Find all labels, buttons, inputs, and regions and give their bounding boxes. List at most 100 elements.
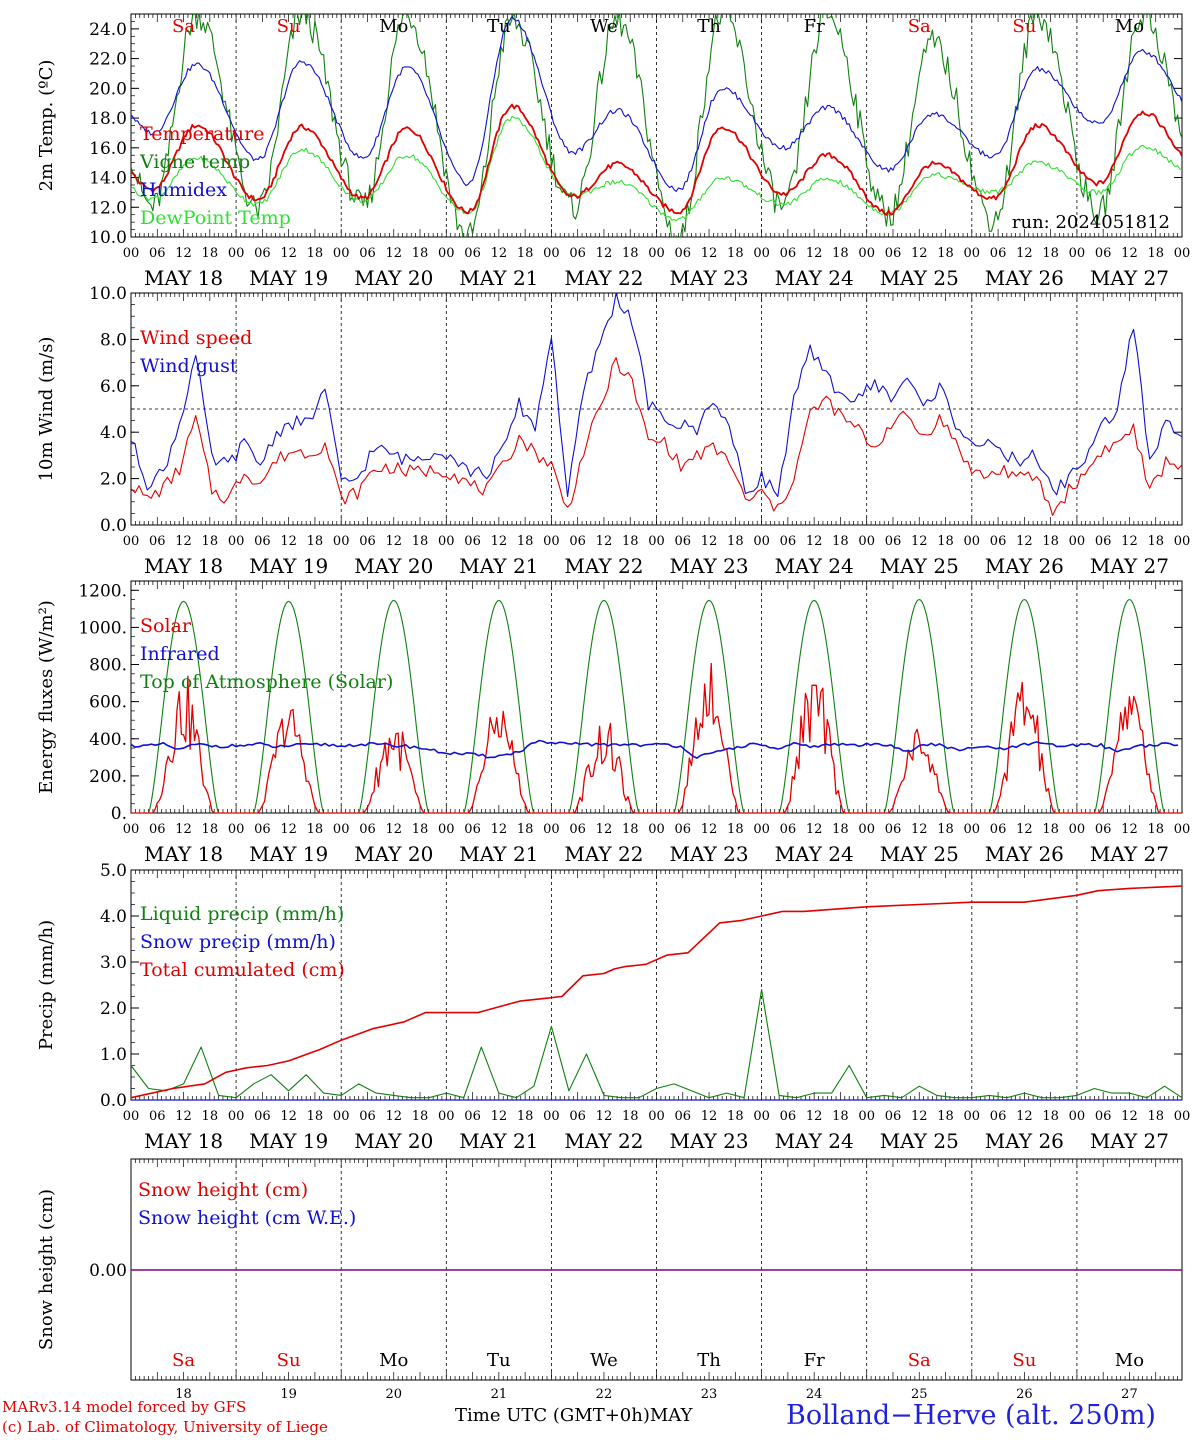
- hour-label: 06: [359, 534, 376, 549]
- hour-label: 00: [1069, 246, 1086, 261]
- hour-label: 18: [937, 822, 954, 837]
- hour-label: 06: [1095, 534, 1112, 549]
- hour-label: 00: [543, 246, 560, 261]
- hour-label: 00: [753, 822, 770, 837]
- y-tick-label: 1200.: [78, 581, 127, 601]
- hour-label: 18: [1042, 246, 1059, 261]
- day-label: MAY 23: [669, 554, 748, 578]
- series-line-infrared: [130, 739, 1179, 759]
- y-tick-label: 600.: [89, 693, 127, 713]
- hour-label: 12: [911, 1109, 928, 1124]
- weekday-label: We: [590, 16, 618, 37]
- day-number-label: 25: [911, 1387, 928, 1402]
- day-label: MAY 27: [1090, 1129, 1169, 1153]
- hour-label: 18: [937, 534, 954, 549]
- hour-label: 06: [464, 534, 481, 549]
- hour-label: 06: [1095, 822, 1112, 837]
- hour-label: 06: [1095, 1109, 1112, 1124]
- hour-label: 18: [622, 822, 639, 837]
- hour-label: 12: [385, 534, 402, 549]
- hour-label: 18: [1042, 534, 1059, 549]
- day-label: MAY 20: [354, 266, 433, 290]
- day-label: MAY 24: [775, 554, 854, 578]
- weekday-label: Su: [277, 1350, 301, 1371]
- hour-label: 00: [753, 246, 770, 261]
- hour-label: 06: [990, 534, 1007, 549]
- hour-label: 06: [1095, 246, 1112, 261]
- legend-entry: DewPoint Temp: [140, 207, 291, 229]
- hour-label: 00: [753, 1109, 770, 1124]
- day-label: MAY 23: [669, 842, 748, 866]
- panel-temp: 10.0 12.0 14.0 16.0 18.0 20.0 22.0 24.0 2m Temp.…: [36, 13, 1190, 290]
- y-tick-label: 2.0: [100, 999, 127, 1019]
- hour-label: 12: [701, 246, 718, 261]
- hour-label: 00: [964, 822, 981, 837]
- hour-label: 06: [464, 1109, 481, 1124]
- hour-label: 18: [622, 246, 639, 261]
- hour-label: 00: [438, 822, 455, 837]
- weekday-label: Sa: [172, 16, 195, 37]
- hour-label: 06: [885, 1109, 902, 1124]
- y-axis-label: 2m Temp. (ºC): [36, 60, 57, 192]
- day-label: MAY 25: [880, 266, 959, 290]
- y-tick-label: 200.: [89, 767, 127, 787]
- hour-label: 06: [990, 1109, 1007, 1124]
- weekday-label: Sa: [172, 1350, 195, 1371]
- hour-label: 12: [1016, 1109, 1033, 1124]
- hour-label: 06: [359, 246, 376, 261]
- series-line-wind-gust: [130, 292, 1183, 498]
- hour-label: 00: [543, 1109, 560, 1124]
- hour-label: 12: [491, 534, 508, 549]
- hour-label: 00: [858, 1109, 875, 1124]
- hour-label: 18: [517, 822, 534, 837]
- hour-label: 06: [149, 1109, 166, 1124]
- y-axis-label: 10m Wind (m/s): [36, 337, 57, 482]
- hour-label: 06: [675, 822, 692, 837]
- day-label: MAY 19: [249, 842, 328, 866]
- hour-label: 06: [885, 822, 902, 837]
- hour-label: 06: [675, 246, 692, 261]
- weekday-label: Sa: [908, 16, 931, 37]
- hour-label: 06: [254, 246, 271, 261]
- weekday-label: Th: [697, 1350, 721, 1371]
- y-tick-label: 4.0: [100, 423, 127, 443]
- y-tick-label: 20.0: [89, 79, 127, 99]
- legend-entry: Wind gust: [140, 355, 238, 377]
- weekday-label: Tu: [487, 1350, 511, 1371]
- day-label: MAY 19: [249, 554, 328, 578]
- hour-label: 12: [806, 822, 823, 837]
- hour-label: 18: [202, 534, 219, 549]
- day-label: MAY 21: [459, 266, 538, 290]
- hour-label: 00: [1174, 1109, 1191, 1124]
- hour-label: 18: [622, 1109, 639, 1124]
- hour-label: 18: [832, 534, 849, 549]
- hour-label: 18: [517, 534, 534, 549]
- station-label: Bolland−Herve (alt. 250m): [786, 1400, 1156, 1431]
- hour-label: 06: [885, 246, 902, 261]
- hour-label: 12: [1016, 822, 1033, 837]
- hour-label: 18: [1042, 1109, 1059, 1124]
- y-tick-label: 800.: [89, 656, 127, 676]
- hour-label: 00: [858, 822, 875, 837]
- hour-label: 12: [911, 534, 928, 549]
- hour-label: 18: [1147, 534, 1164, 549]
- y-tick-label: 18.0: [89, 109, 127, 129]
- day-label: MAY 26: [985, 1129, 1064, 1153]
- hour-label: 06: [780, 822, 797, 837]
- hour-label: 12: [1121, 534, 1138, 549]
- series-line-liquid-precip: [130, 989, 1183, 1099]
- legend-entry: Solar: [140, 615, 192, 637]
- hour-label: 18: [307, 246, 324, 261]
- hour-label: 06: [254, 534, 271, 549]
- hour-label: 18: [517, 246, 534, 261]
- weekday-label: Su: [1012, 16, 1036, 37]
- hour-label: 00: [333, 246, 350, 261]
- day-label: MAY 26: [985, 554, 1064, 578]
- hour-label: 00: [1174, 534, 1191, 549]
- hour-label: 06: [780, 1109, 797, 1124]
- panel-wind: 0.0 2.0 4.0 6.0 8.0 10.0 10m Wind (m/s) 00 06 12 1…: [36, 284, 1190, 578]
- y-tick-label: 0.0: [100, 1091, 127, 1111]
- hour-label: 18: [622, 534, 639, 549]
- hour-label: 06: [359, 1109, 376, 1124]
- hour-label: 00: [228, 246, 245, 261]
